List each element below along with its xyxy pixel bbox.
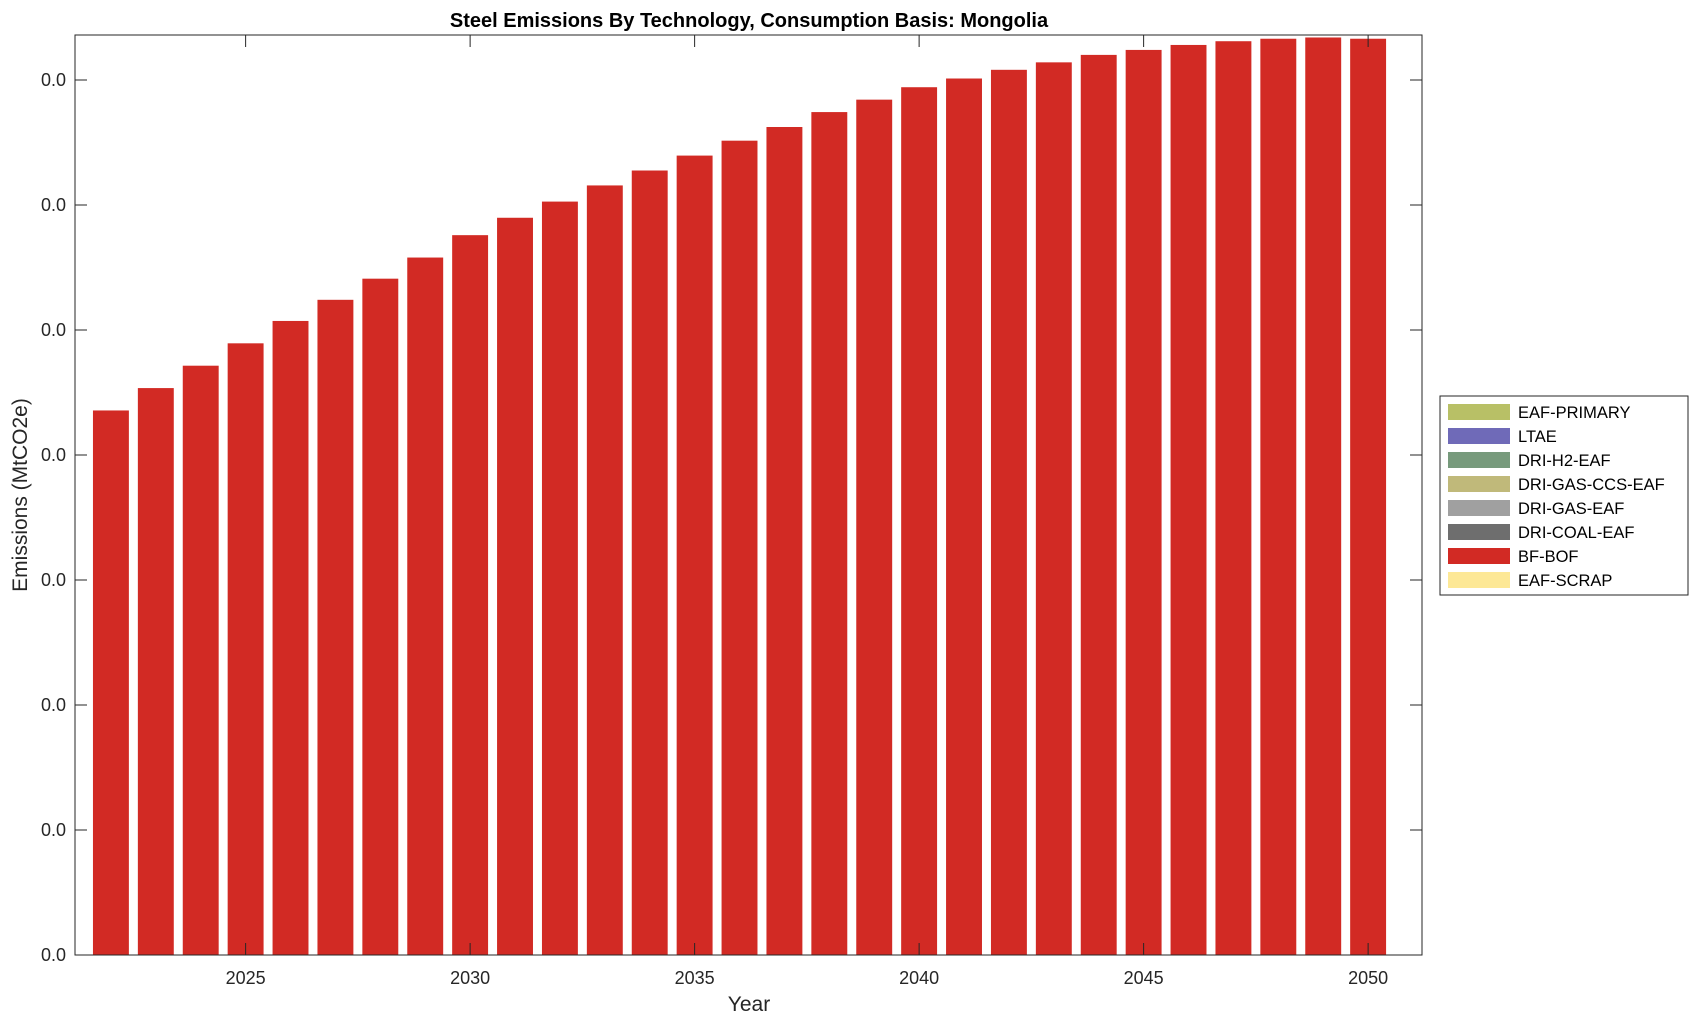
bar-bf-bof-2030 <box>452 235 489 955</box>
chart-title: Steel Emissions By Technology, Consumpti… <box>450 10 1049 32</box>
bar-bf-bof-2049 <box>1305 37 1342 956</box>
legend-label-dri-gas-ccs-eaf: DRI-GAS-CCS-EAF <box>1518 476 1665 494</box>
bar-bf-bof-2032 <box>541 201 578 956</box>
x-tick-label-2040: 2040 <box>899 968 939 988</box>
x-tick-label-2025: 2025 <box>226 968 266 988</box>
axes-layer: 2025 2030 2035 2040 2045 2050 0.0 0.0 0.0 0.0 0.0 0… <box>41 35 1422 988</box>
legend-label-eaf-primary: EAF-PRIMARY <box>1518 404 1630 422</box>
legend-label-dri-coal-eaf: DRI-COAL-EAF <box>1518 524 1634 542</box>
legend-swatch-dri-coal-eaf <box>1448 524 1510 540</box>
bar-bf-bof-2047 <box>1215 41 1252 956</box>
bar-bf-bof-2027 <box>317 299 354 955</box>
bar-bf-bof-2044 <box>1080 54 1117 955</box>
legend-swatch-dri-h2-eaf <box>1448 452 1510 468</box>
legend-swatch-eaf-scrap <box>1448 572 1510 588</box>
y-tick-label-7: 0.0 <box>41 70 66 90</box>
x-tick-label-2030: 2030 <box>450 968 490 988</box>
bar-bf-bof-2023 <box>137 388 174 956</box>
y-tick-label-3: 0.0 <box>41 570 66 590</box>
bar-bf-bof-2041 <box>946 78 982 955</box>
legend-items: EAF-PRIMARY LTAE DRI-H2-EAF DRI-GAS-CCS-EAF… <box>1448 404 1665 590</box>
bar-bf-bof-2045 <box>1125 49 1162 956</box>
legend-swatch-dri-gas-eaf <box>1448 500 1510 516</box>
legend-label-dri-h2-eaf: DRI-H2-EAF <box>1518 452 1611 470</box>
bar-bf-bof-2034 <box>631 170 668 955</box>
bar-bf-bof-2036 <box>721 140 758 955</box>
bar-bf-bof-2028 <box>362 278 399 955</box>
bar-bf-bof-2026 <box>272 320 309 955</box>
bars-layer <box>92 37 1387 956</box>
x-tick-label-2050: 2050 <box>1348 968 1388 988</box>
bar-bf-bof-2050 <box>1350 38 1387 956</box>
x-axis-label: Year <box>728 993 770 1016</box>
y-axis-label: Emissions (MtCO2e) <box>9 398 32 592</box>
bar-bf-bof-2040 <box>901 87 938 956</box>
x-tick-label-2045: 2045 <box>1124 968 1164 988</box>
plot-frame <box>74 34 1423 956</box>
legend: EAF-PRIMARY LTAE DRI-H2-EAF DRI-GAS-CCS-EAF… <box>1439 395 1689 596</box>
bar-bf-bof-2043 <box>1035 62 1072 956</box>
y-tick-label-6: 0.0 <box>41 195 66 215</box>
bar-bf-bof-2042 <box>990 69 1027 955</box>
bar-bf-bof-2035 <box>676 155 713 956</box>
legend-label-ltae: LTAE <box>1518 428 1557 446</box>
bar-bf-bof-2039 <box>856 99 893 955</box>
bar-bf-bof-2025 <box>227 343 264 955</box>
bar-bf-bof-2038 <box>811 112 848 955</box>
bar-bf-bof-2037 <box>766 127 803 955</box>
bar-bf-bof-2031 <box>497 217 533 955</box>
bar-bf-bof-2033 <box>586 185 623 955</box>
legend-swatch-ltae <box>1448 428 1510 444</box>
legend-swatch-dri-gas-ccs-eaf <box>1448 476 1510 492</box>
bar-bf-bof-2048 <box>1260 38 1297 956</box>
legend-swatch-eaf-primary <box>1448 404 1510 420</box>
y-tick-label-2: 0.0 <box>41 695 66 715</box>
bar-bf-bof-2022 <box>92 410 129 956</box>
x-tick-label-2035: 2035 <box>675 968 715 988</box>
y-tick-label-0: 0.0 <box>41 945 66 965</box>
legend-label-eaf-scrap: EAF-SCRAP <box>1518 572 1612 590</box>
bar-bf-bof-2024 <box>182 365 219 955</box>
bar-bf-bof-2046 <box>1170 44 1207 955</box>
legend-label-bf-bof: BF-BOF <box>1518 548 1579 566</box>
bar-bf-bof-2029 <box>407 257 444 955</box>
legend-swatch-bf-bof <box>1448 548 1510 564</box>
y-tick-label-5: 0.0 <box>41 320 66 340</box>
y-tick-label-4: 0.0 <box>41 445 66 465</box>
legend-label-dri-gas-eaf: DRI-GAS-EAF <box>1518 500 1624 518</box>
y-tick-label-1: 0.0 <box>41 820 66 840</box>
